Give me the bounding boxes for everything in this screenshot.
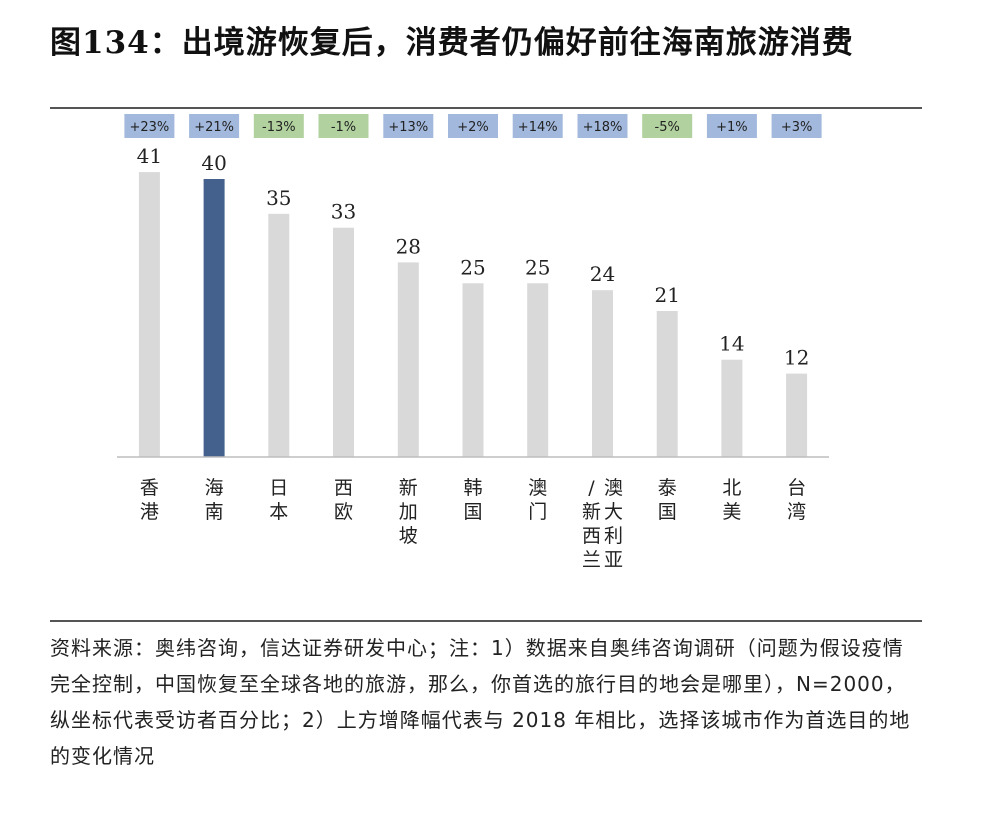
bar-2	[268, 213, 290, 458]
bar-value-label: 40	[201, 151, 226, 175]
change-badge-bg	[383, 114, 434, 138]
change-badge-label: +13%	[388, 120, 428, 135]
change-badge-bg	[189, 114, 240, 138]
bars	[138, 172, 808, 458]
change-badge-bg	[706, 114, 757, 138]
category-label: 西欧	[334, 477, 353, 523]
bar-7	[592, 290, 613, 457]
change-badge-label: +14%	[518, 120, 558, 135]
change-badge-label: +23%	[130, 120, 170, 135]
bar-8	[656, 311, 678, 457]
bar-1	[203, 179, 225, 457]
chart-title: 图134：出境游恢复后，消费者仍偏好前往海南旅游消费	[50, 25, 854, 61]
bar-value-label: 25	[460, 255, 485, 279]
bar-4	[397, 262, 419, 457]
category-label: 新加坡	[399, 477, 418, 547]
change-badge-bg	[124, 114, 175, 138]
bar-value-label: 33	[331, 200, 356, 224]
change-badge-bg	[512, 114, 563, 138]
category-label: 澳门	[528, 477, 547, 523]
change-badge-bg	[771, 114, 822, 138]
change-badge-label: -1%	[331, 120, 356, 135]
change-badge-label: +2%	[457, 120, 489, 135]
change-badge-bg	[577, 114, 628, 138]
category-label: 台湾	[787, 477, 806, 523]
change-badge-bg	[318, 114, 369, 138]
change-badge-label: +1%	[716, 120, 748, 135]
bar-5	[462, 283, 484, 458]
bar-0	[138, 172, 160, 457]
bar-chart: +23% +21% -13% -1% +13% +2% +14% +18% -5% +1% +3% …	[117, 114, 829, 571]
category-label: 香港	[140, 477, 159, 523]
category-label: 海南	[205, 477, 224, 523]
change-badge-bg	[253, 114, 304, 138]
bar-6	[527, 283, 549, 458]
bar-value-label: 28	[396, 234, 421, 258]
change-badge-label: -5%	[655, 120, 680, 135]
category-label: 泰国	[658, 477, 677, 523]
bar-value-label: 41	[137, 144, 162, 168]
category-label: 澳大利亚	[604, 477, 623, 571]
bar-value-label: 12	[784, 346, 809, 370]
bar-value-label: 21	[654, 283, 679, 307]
top-divider	[50, 107, 922, 109]
bar-value-label: 25	[525, 255, 550, 279]
category-label: 日本	[269, 477, 288, 523]
bar-9	[721, 359, 743, 457]
category-label: 韩国	[463, 477, 482, 523]
change-badge-bg	[642, 114, 693, 138]
bar-value-label: 24	[590, 262, 615, 286]
bar-value-labels: 41 40 35 33 28 25 25 24 21 14 12	[137, 144, 810, 370]
category-label: 北美	[722, 477, 741, 523]
bar-value-label: 14	[719, 332, 744, 356]
bar-10	[786, 373, 808, 457]
change-badge-label: +3%	[781, 120, 813, 135]
bar-3	[333, 227, 354, 457]
change-badge-bg	[448, 114, 498, 138]
change-badge-label: -13%	[262, 120, 296, 135]
bottom-divider	[50, 620, 922, 622]
category-label: /新西兰	[582, 477, 601, 571]
source-note: 资料来源：奥纬咨询，信达证券研发中心；注：1）数据来自奥纬咨询调研（问题为假设疫…	[50, 636, 911, 768]
change-badge-label: +18%	[583, 120, 623, 135]
change-badges: +23% +21% -13% -1% +13% +2% +14% +18% -5% +1% +3%	[124, 114, 822, 138]
bar-value-label: 35	[266, 186, 291, 210]
change-badge-label: +21%	[194, 120, 234, 135]
